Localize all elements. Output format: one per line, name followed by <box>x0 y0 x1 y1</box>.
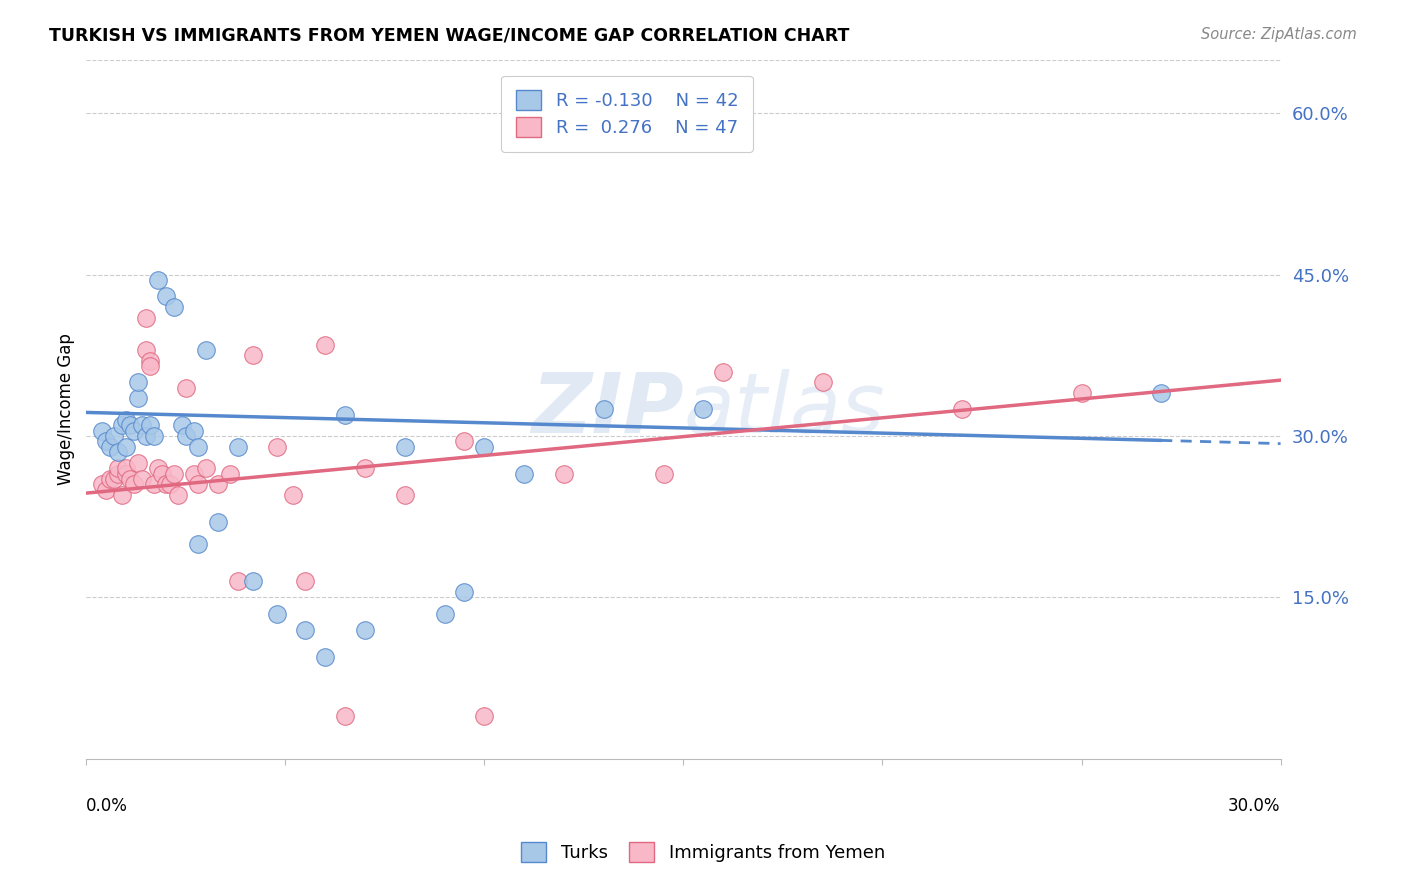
Point <box>174 429 197 443</box>
Point <box>394 440 416 454</box>
Point <box>103 472 125 486</box>
Text: TURKISH VS IMMIGRANTS FROM YEMEN WAGE/INCOME GAP CORRELATION CHART: TURKISH VS IMMIGRANTS FROM YEMEN WAGE/IN… <box>49 27 849 45</box>
Point <box>146 461 169 475</box>
Point <box>194 461 217 475</box>
Point <box>122 477 145 491</box>
Point <box>174 381 197 395</box>
Point <box>170 418 193 433</box>
Point <box>107 467 129 481</box>
Text: 30.0%: 30.0% <box>1227 797 1281 815</box>
Legend: Turks, Immigrants from Yemen: Turks, Immigrants from Yemen <box>513 835 893 870</box>
Point <box>155 477 177 491</box>
Point <box>474 440 496 454</box>
Point <box>711 365 734 379</box>
Point <box>183 424 205 438</box>
Point <box>91 477 114 491</box>
Point <box>226 440 249 454</box>
Point <box>135 343 157 357</box>
Point <box>266 440 288 454</box>
Point <box>226 574 249 589</box>
Point <box>98 472 121 486</box>
Point <box>159 477 181 491</box>
Point <box>266 607 288 621</box>
Point <box>333 408 356 422</box>
Point <box>98 440 121 454</box>
Point <box>135 429 157 443</box>
Point <box>103 429 125 443</box>
Point <box>135 310 157 325</box>
Point <box>453 585 475 599</box>
Point <box>163 300 186 314</box>
Point <box>354 623 377 637</box>
Point <box>242 348 264 362</box>
Point <box>283 488 305 502</box>
Point <box>354 461 377 475</box>
Point <box>111 418 134 433</box>
Point <box>107 461 129 475</box>
Text: Source: ZipAtlas.com: Source: ZipAtlas.com <box>1201 27 1357 42</box>
Point <box>122 424 145 438</box>
Y-axis label: Wage/Income Gap: Wage/Income Gap <box>58 334 75 485</box>
Point <box>96 483 118 497</box>
Point <box>553 467 575 481</box>
Point <box>115 413 138 427</box>
Point <box>207 515 229 529</box>
Point <box>107 445 129 459</box>
Point <box>115 461 138 475</box>
Point <box>950 402 973 417</box>
Point <box>692 402 714 417</box>
Point <box>143 429 166 443</box>
Point <box>474 708 496 723</box>
Text: atlas: atlas <box>683 368 884 450</box>
Text: 0.0%: 0.0% <box>86 797 128 815</box>
Point <box>187 477 209 491</box>
Point <box>314 337 336 351</box>
Point <box>127 392 149 406</box>
Point <box>166 488 188 502</box>
Point <box>183 467 205 481</box>
Point <box>294 574 316 589</box>
Point <box>115 467 138 481</box>
Point <box>333 708 356 723</box>
Point <box>127 376 149 390</box>
Point <box>207 477 229 491</box>
Point <box>150 467 173 481</box>
Point <box>811 376 834 390</box>
Point <box>513 467 536 481</box>
Point <box>146 273 169 287</box>
Point <box>143 477 166 491</box>
Point <box>131 472 153 486</box>
Point <box>187 440 209 454</box>
Point <box>592 402 614 417</box>
Point <box>394 488 416 502</box>
Point <box>115 440 138 454</box>
Point <box>314 649 336 664</box>
Point <box>139 353 162 368</box>
Text: ZIP: ZIP <box>531 368 683 450</box>
Point <box>111 488 134 502</box>
Point <box>652 467 675 481</box>
Point <box>194 343 217 357</box>
Point <box>131 418 153 433</box>
Point <box>453 434 475 449</box>
Point <box>1070 386 1092 401</box>
Point <box>139 418 162 433</box>
Point <box>91 424 114 438</box>
Point <box>187 536 209 550</box>
Point <box>127 456 149 470</box>
Point <box>294 623 316 637</box>
Point <box>96 434 118 449</box>
Legend: R = -0.130    N = 42, R =  0.276    N = 47: R = -0.130 N = 42, R = 0.276 N = 47 <box>502 76 752 152</box>
Point <box>155 289 177 303</box>
Point <box>120 418 142 433</box>
Point <box>242 574 264 589</box>
Point <box>163 467 186 481</box>
Point <box>218 467 240 481</box>
Point <box>139 359 162 373</box>
Point <box>120 472 142 486</box>
Point <box>433 607 456 621</box>
Point <box>1150 386 1173 401</box>
